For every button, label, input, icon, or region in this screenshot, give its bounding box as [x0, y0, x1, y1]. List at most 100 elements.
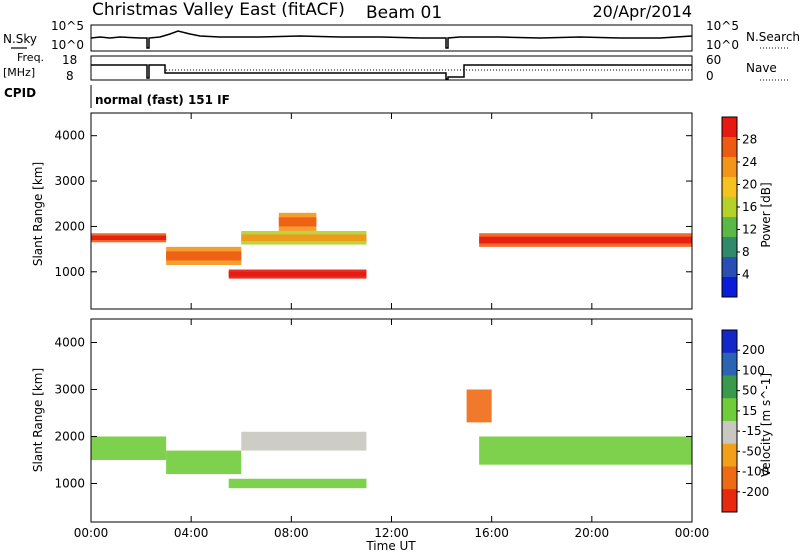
power-panel-frame [90, 112, 693, 310]
velocity-colorbar: 200 100 50 15 -15 -50 -100 -200 [721, 329, 769, 513]
power-colorbar-swatch [722, 137, 737, 158]
velocity-colorbar-tick-label: -200 [742, 485, 769, 499]
power-y-tick-label: 3000 [54, 174, 85, 188]
freq-trace [91, 64, 692, 80]
power-colorbar-label: Power [dB] [759, 182, 773, 247]
station-title: Christmas Valley East (fitACF) [92, 0, 345, 20]
power-colorbar-tick-label: 28 [742, 133, 757, 147]
velocity-y-tick-label: 4000 [54, 335, 85, 349]
power-colorbar-swatch [722, 217, 737, 238]
nsky-label: N.Sky [3, 32, 37, 46]
velocity-colorbar-swatch [722, 443, 737, 467]
velocity-colorbar-frame [721, 329, 738, 513]
freq-panel-frame [90, 55, 693, 81]
time-tick-label: 16:00 [474, 526, 509, 540]
velocity-x-ticks [90, 319, 693, 522]
velocity-echo-band [166, 450, 242, 475]
freq-label-line1: Freq. [17, 51, 44, 64]
freq-tick-high: 18 [62, 53, 77, 67]
power-colorbar-tick-label: 20 [742, 178, 757, 192]
cpid-text: normal (fast) 151 IF [95, 93, 230, 107]
power-y-tick-label: 1000 [54, 265, 85, 279]
velocity-ylabel: Slant Range [km] [31, 368, 45, 472]
power-colorbar-swatch [722, 157, 737, 178]
power-echo-band-core [228, 271, 367, 277]
velocity-colorbar-swatch [722, 352, 737, 376]
power-echo-band-core [479, 236, 692, 244]
velocity-echo-band [241, 431, 367, 451]
power-colorbar-tick-label: 12 [742, 223, 757, 237]
velocity-colorbar-swatch [722, 421, 737, 445]
velocity-colorbar-swatch [722, 330, 737, 354]
time-axis-labels: 00:00 04:00 08:00 12:00 16:00 20:00 00:00 [74, 526, 710, 540]
time-axis-title: Time UT [365, 539, 416, 553]
beam-title: Beam 01 [366, 3, 442, 23]
power-echo-band-core [241, 234, 367, 242]
freq-tick-low: 8 [66, 69, 74, 83]
velocity-colorbar-label: Velocity [m s^-1] [759, 373, 773, 477]
time-tick-label: 00:00 [74, 526, 109, 540]
velocity-echo-band [479, 436, 692, 465]
velocity-colorbar-tick-label: 15 [742, 404, 757, 418]
velocity-echo-band [466, 389, 492, 423]
nsky-trace [90, 30, 693, 49]
velocity-data-layer [91, 389, 692, 489]
power-y-ticks: 1000 2000 3000 4000 [54, 129, 692, 279]
velocity-colorbar-swatch [722, 398, 737, 422]
velocity-echo-band [91, 436, 167, 460]
velocity-colorbar-swatch [722, 375, 737, 399]
time-tick-label: 00:00 [675, 526, 710, 540]
power-colorbar-swatch [722, 237, 737, 258]
power-y-tick-label: 2000 [54, 219, 85, 233]
time-tick-label: 12:00 [374, 526, 409, 540]
power-colorbar-tick-label: 24 [742, 155, 757, 169]
nave-label: Nave [746, 61, 777, 75]
power-colorbar-swatch [722, 277, 737, 298]
nave-tick-high: 60 [706, 53, 721, 67]
noise-tick-high-left: 10^5 [51, 19, 84, 33]
velocity-y-tick-label: 1000 [54, 476, 85, 490]
velocity-colorbar-tick-label: 100 [742, 363, 765, 377]
power-colorbar-tick-label: 8 [742, 245, 750, 259]
velocity-colorbar-tick-label: -15 [742, 424, 762, 438]
velocity-colorbar-tick-label: 50 [742, 384, 757, 398]
power-colorbar-tick-label: 16 [742, 200, 757, 214]
velocity-colorbar-swatch [722, 466, 737, 490]
power-panel: 1000 2000 3000 4000 Slant Range [km] [31, 112, 693, 310]
power-echo-band-core [166, 251, 242, 261]
nsearch-label: N.Search [746, 30, 800, 44]
power-colorbar: 4 8 12 16 20 24 28 [721, 116, 757, 298]
velocity-echo-band [228, 478, 367, 489]
power-colorbar-swatch [722, 257, 737, 278]
power-echo-band-core [278, 217, 317, 227]
time-tick-label: 04:00 [174, 526, 209, 540]
power-colorbar-swatch [722, 177, 737, 198]
time-tick-label: 20:00 [575, 526, 610, 540]
velocity-y-tick-label: 2000 [54, 429, 85, 443]
velocity-panel: 1000 2000 3000 4000 Slant Range [km] [31, 318, 693, 523]
velocity-colorbar-tick-label: 200 [742, 343, 765, 357]
date-title: 20/Apr/2014 [592, 2, 692, 21]
noise-tick-low-left: 10^0 [51, 38, 84, 52]
nave-tick-low: 0 [706, 69, 714, 83]
time-tick-label: 08:00 [274, 526, 309, 540]
freq-label-line2: [MHz] [3, 66, 35, 79]
velocity-y-tick-label: 3000 [54, 382, 85, 396]
power-ylabel: Slant Range [km] [31, 162, 45, 266]
noise-tick-high-right: 10^5 [706, 19, 739, 33]
power-colorbar-swatch [722, 197, 737, 218]
power-colorbar-tick-label: 4 [742, 268, 750, 282]
velocity-colorbar-tick-label: -100 [742, 465, 769, 479]
velocity-y-ticks: 1000 2000 3000 4000 [54, 335, 692, 490]
noise-tick-low-right: 10^0 [706, 38, 739, 52]
power-x-ticks [90, 113, 693, 309]
velocity-colorbar-tick-label: -50 [742, 444, 762, 458]
power-y-tick-label: 4000 [54, 129, 85, 143]
power-colorbar-swatch [722, 117, 737, 138]
power-data-layer [91, 212, 692, 279]
cpid-label: CPID [4, 86, 36, 100]
velocity-panel-frame [90, 318, 693, 523]
velocity-colorbar-swatch [722, 489, 737, 513]
